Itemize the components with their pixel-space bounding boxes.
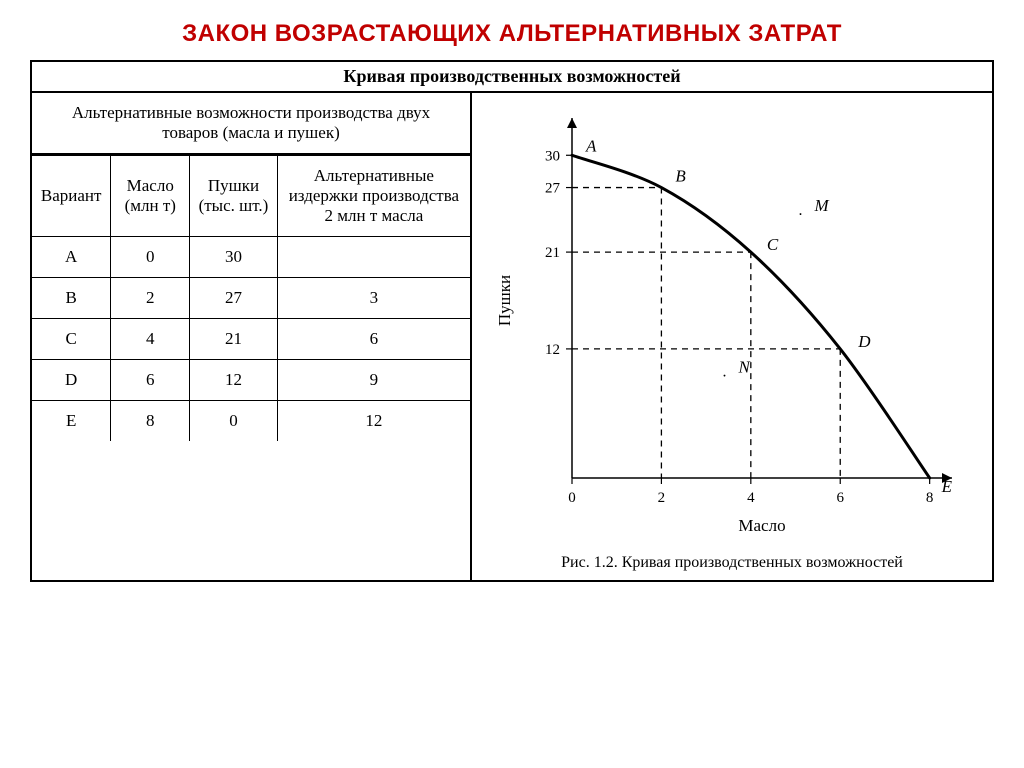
table-cell: 0 [111,237,190,278]
table-cell: 2 [111,278,190,319]
table-cell: 8 [111,401,190,442]
svg-text:M: M [813,196,829,215]
svg-text:E: E [941,477,953,496]
svg-text:N: N [737,357,751,376]
table-cell: 12 [277,401,470,442]
chart-panel: 0 2 4 6 8 12 21 27 30 A B C D E. M. N Масло Пушки Рис. 1.… [472,93,992,580]
table-row: D6129 [32,360,470,401]
svg-text:.: . [722,363,726,380]
svg-text:Пушки: Пушки [495,275,514,326]
svg-text:27: 27 [545,181,561,197]
svg-text:C: C [767,235,779,254]
page-title: ЗАКОН ВОЗРАСТАЮЩИХ АЛЬТЕРНАТИВНЫХ ЗАТРАТ [30,20,994,48]
svg-text:12: 12 [545,342,560,358]
table-header-row: Вариант Масло (млн т) Пушки (тыс. шт.) А… [32,156,470,237]
col-opp-cost: Альтернативные издержки производства 2 м… [277,156,470,237]
table-cell: E [32,401,111,442]
table-cell [277,237,470,278]
table-panel: Альтернативные возможности производства … [32,93,472,580]
table-cell: 6 [111,360,190,401]
svg-text:4: 4 [747,490,755,506]
svg-text:6: 6 [836,490,844,506]
table-caption: Альтернативные возможности производства … [32,93,470,155]
table-row: C4216 [32,319,470,360]
chart-caption: Рис. 1.2. Кривая производственных возмож… [472,552,992,580]
table-cell: A [32,237,111,278]
svg-text:D: D [857,332,871,351]
col-guns: Пушки (тыс. шт.) [190,156,278,237]
col-butter: Масло (млн т) [111,156,190,237]
table-cell: B [32,278,111,319]
table-cell: D [32,360,111,401]
svg-text:A: A [585,136,597,155]
data-table: Вариант Масло (млн т) Пушки (тыс. шт.) А… [32,155,470,441]
table-cell: 4 [111,319,190,360]
svg-text:2: 2 [658,490,666,506]
section-title: Кривая производственных возможностей [32,62,992,93]
svg-text:.: . [798,202,802,219]
table-cell: 9 [277,360,470,401]
table-cell: 6 [277,319,470,360]
col-variant: Вариант [32,156,111,237]
table-cell: 3 [277,278,470,319]
svg-text:0: 0 [568,490,576,506]
svg-text:30: 30 [545,148,560,164]
table-row: A030 [32,237,470,278]
table-row: E8012 [32,401,470,442]
svg-text:21: 21 [545,245,560,261]
table-cell: 21 [190,319,278,360]
content-box: Кривая производственных возможностей Аль… [30,60,994,582]
table-cell: C [32,319,111,360]
table-row: B2273 [32,278,470,319]
table-cell: 12 [190,360,278,401]
svg-text:8: 8 [926,490,934,506]
svg-text:B: B [675,167,686,186]
ppf-chart: 0 2 4 6 8 12 21 27 30 A B C D E. M. N Масло Пушки [482,103,982,543]
svg-text:Масло: Масло [738,516,785,535]
table-cell: 0 [190,401,278,442]
table-cell: 30 [190,237,278,278]
table-cell: 27 [190,278,278,319]
